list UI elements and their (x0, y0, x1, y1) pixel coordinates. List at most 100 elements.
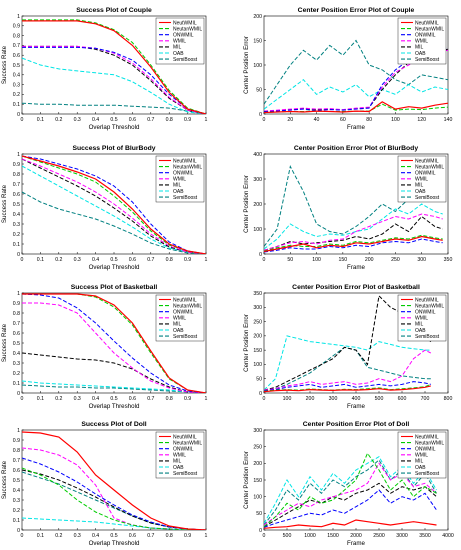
chart-title: Center Position Error Plot of Couple (298, 7, 415, 14)
legend-label: MIL (173, 322, 182, 328)
legend-label: SemiBoost (173, 57, 198, 63)
legend-label: OAB (415, 328, 426, 334)
x-tick-label: 0.8 (166, 396, 173, 402)
x-tick-label: 0 (263, 533, 266, 539)
x-tick-label: 4000 (442, 533, 454, 539)
x-tick-label: 0.4 (92, 533, 99, 539)
x-tick-label: 0.6 (129, 396, 136, 402)
x-axis-label: Frame (347, 124, 365, 131)
chart-title: Success Plot of Couple (76, 7, 152, 14)
chart-title: Center Position Error Plot of BlurBody (294, 145, 418, 152)
legend: NeutWMILNeutanWMILONWMILWMILMILOABSemiBo… (155, 17, 205, 65)
legend-label: NeutanWMIL (415, 440, 444, 446)
legend-label: SemiBoost (415, 471, 440, 477)
series-line-oab (264, 203, 443, 250)
legend-box (155, 17, 205, 65)
x-tick-label: 0 (21, 533, 24, 539)
series-line-wmil (264, 213, 443, 251)
y-tick-label: 0.8 (13, 311, 20, 317)
series-line-wmil (264, 462, 437, 526)
series-line-onwmil (22, 155, 206, 254)
legend: NeutWMILNeutanWMILONWMILWMILMILOABSemiBo… (397, 431, 447, 479)
y-tick-label: 300 (253, 177, 262, 183)
y-axis-label: Success Rate (1, 184, 8, 223)
legend-label: MIL (173, 45, 182, 51)
y-tick-label: 0 (17, 528, 20, 534)
series-line-neutanwmil (22, 155, 206, 254)
series-line-semiboost (264, 39, 448, 105)
x-axis-label: Overlap Threshold (89, 264, 140, 271)
series-line-onwmil (22, 457, 206, 530)
x-tick-label: 0.7 (147, 533, 154, 539)
y-tick-label: 0.4 (13, 73, 20, 79)
legend-label: NeutWMIL (415, 158, 439, 164)
x-tick-label: 0.3 (74, 396, 81, 402)
y-tick-label: 250 (253, 319, 262, 325)
x-tick-label: 200 (306, 396, 315, 402)
legend-label: ONWMIL (173, 447, 194, 453)
legend-label: NeutanWMIL (173, 26, 202, 32)
x-tick-label: 60 (340, 117, 346, 123)
y-tick-label: 0.1 (13, 242, 20, 248)
legend-label: NeutWMIL (173, 297, 197, 303)
x-tick-label: 0.9 (184, 533, 191, 539)
y-tick-label: 0.1 (13, 381, 20, 387)
x-tick-label: 600 (398, 396, 407, 402)
y-tick-label: 0.5 (13, 341, 20, 347)
series-line-neutanwmil (264, 452, 437, 528)
y-axis-label: Success Rate (1, 45, 8, 84)
x-tick-label: 0.6 (129, 117, 136, 123)
x-tick-label: 40 (314, 117, 320, 123)
x-tick-label: 1 (205, 533, 208, 539)
y-tick-label: 0.8 (13, 448, 20, 454)
legend-label: OAB (415, 51, 426, 57)
x-tick-label: 0 (21, 396, 24, 402)
x-tick-label: 0.6 (129, 533, 136, 539)
x-tick-label: 800 (444, 396, 453, 402)
legend-box (155, 294, 205, 342)
x-tick-label: 0.1 (37, 396, 44, 402)
chart-title: Center Position Error Plot of Basketball (292, 284, 420, 291)
y-tick-label: 0.1 (13, 518, 20, 524)
x-tick-label: 500 (375, 396, 384, 402)
x-tick-label: 0.4 (92, 396, 99, 402)
x-axis-label: Frame (347, 264, 365, 271)
legend: NeutWMILNeutanWMILONWMILWMILMILOABSemiBo… (155, 294, 205, 342)
series-line-wmil (22, 158, 206, 254)
legend-label: NeutanWMIL (173, 164, 202, 170)
y-tick-label: 0.3 (13, 361, 20, 367)
legend-box (397, 294, 447, 342)
series-line-semiboost (22, 191, 206, 254)
y-tick-label: 0.4 (13, 488, 20, 494)
x-tick-label: 0.7 (147, 396, 154, 402)
y-tick-label: 0.9 (13, 162, 20, 168)
x-tick-label: 0.1 (37, 257, 44, 263)
chart-title: Success Plot of BlurBody (72, 145, 155, 152)
x-tick-label: 1 (205, 117, 208, 123)
x-tick-label: 1500 (327, 533, 339, 539)
series-line-neutanwmil (22, 467, 206, 530)
y-axis-label: Center Position Error (243, 314, 250, 372)
chart-title: Center Position Error Plot of Doll (303, 421, 410, 428)
series-line-onwmil (22, 293, 206, 393)
legend: NeutWMILNeutanWMILONWMILWMILMILOABSemiBo… (397, 155, 447, 203)
y-tick-label: 0.7 (13, 43, 20, 49)
x-tick-label: 0.2 (55, 257, 62, 263)
series-line-oab (22, 380, 206, 393)
x-tick-label: 50 (287, 257, 293, 263)
legend-box (397, 431, 447, 479)
legend-label: SemiBoost (415, 57, 440, 63)
y-tick-label: 100 (253, 63, 262, 69)
x-tick-label: 1000 (304, 533, 316, 539)
y-tick-label: 300 (253, 428, 262, 434)
y-axis-label: Center Position Error (243, 175, 250, 233)
legend-label: OAB (173, 189, 184, 195)
legend-label: SemiBoost (173, 195, 198, 201)
series-line-oab (264, 79, 448, 110)
y-tick-label: 1 (17, 428, 20, 434)
x-tick-label: 300 (329, 396, 338, 402)
y-tick-label: 0 (17, 391, 20, 397)
legend-label: WMIL (173, 453, 186, 459)
